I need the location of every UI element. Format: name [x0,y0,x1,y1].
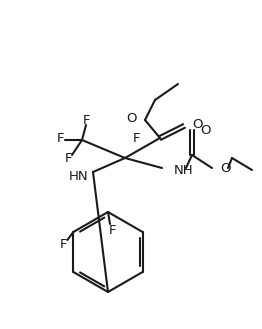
Text: O: O [200,123,210,137]
Text: F: F [133,132,141,144]
Text: HN: HN [69,170,89,184]
Text: F: F [108,223,116,237]
Text: F: F [82,114,90,126]
Text: F: F [60,238,67,250]
Text: O: O [220,162,231,174]
Text: F: F [56,132,64,144]
Text: NH: NH [174,164,194,178]
Text: O: O [127,113,137,125]
Text: O: O [192,118,203,132]
Text: F: F [64,151,72,164]
